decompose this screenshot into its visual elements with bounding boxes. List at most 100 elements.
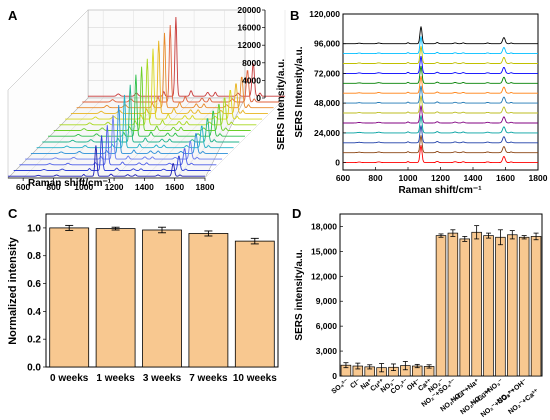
spectrum-line bbox=[343, 36, 538, 55]
panel-b-x-label: Raman shift/cm⁻¹ bbox=[398, 185, 482, 196]
y-tick-label: 120,000 bbox=[309, 9, 340, 19]
y-tick-label: 8000 bbox=[242, 58, 261, 68]
spectrum-line bbox=[343, 105, 538, 124]
y-tick-label: 6,000 bbox=[316, 321, 338, 331]
bar bbox=[435, 235, 447, 377]
y-tick-label: 1.0 bbox=[27, 223, 41, 234]
spectrum-line bbox=[13, 135, 211, 171]
x-tick-label: 1000 bbox=[74, 182, 93, 192]
y-tick-label: 0 bbox=[256, 93, 261, 103]
panel-c-y-label: Normalized intensity bbox=[7, 236, 19, 344]
panel-a-y-label: SERS Intensity/a.u. bbox=[276, 59, 287, 150]
spectrum-line bbox=[343, 95, 538, 114]
x-tick-label: 1600 bbox=[496, 173, 515, 183]
x-tick-label: 1200 bbox=[431, 173, 450, 183]
y-tick-label: 9,000 bbox=[316, 296, 338, 306]
y-tick-label: 0.6 bbox=[27, 279, 41, 290]
spectrum-line bbox=[343, 115, 538, 134]
x-tick-label: 0 weeks bbox=[50, 373, 89, 384]
x-tick-label: 1000 bbox=[399, 173, 418, 183]
y-tick-label: 72,000 bbox=[314, 68, 340, 78]
spectrum-line bbox=[30, 104, 228, 154]
spectrum-line bbox=[42, 84, 240, 143]
panel-d-y-ticks: 0 3,000 6,000 9,000 12,000 15,000 18,000 bbox=[311, 221, 343, 381]
x-tick-label: 1400 bbox=[464, 173, 483, 183]
panel-letter-a: A bbox=[8, 8, 18, 23]
y-tick-label: 0.0 bbox=[27, 363, 41, 374]
x-tick-label: 1600 bbox=[165, 182, 184, 192]
spectrum-line bbox=[48, 74, 245, 137]
panel-a-x-ticks: 600 800 1000 1200 1400 1600 1800 bbox=[16, 178, 215, 192]
panel-a-chart: 0 4000 8000 12000 16000 20000 600 800 1000 1200 1… bbox=[7, 5, 287, 192]
y-tick-label: 0 bbox=[335, 158, 340, 168]
panel-b-x-ticks: 600 800 1000 1200 1400 1600 1800 bbox=[336, 167, 548, 183]
spectrum-line bbox=[343, 65, 538, 84]
panel-letter-d: D bbox=[292, 206, 301, 221]
spectrum-line bbox=[19, 125, 217, 166]
spectrum-line bbox=[343, 135, 538, 154]
floor-grid bbox=[204, 97, 286, 179]
panel-letter-b: B bbox=[290, 8, 299, 23]
y-tick-label: 96,000 bbox=[314, 39, 340, 49]
spectrum-line bbox=[343, 26, 538, 45]
y-tick-label: 18,000 bbox=[311, 221, 337, 231]
bar bbox=[447, 232, 459, 377]
spectrum-line bbox=[53, 66, 251, 131]
panel-c-y-ticks: 0.0 0.2 0.4 0.6 0.8 1.0 bbox=[27, 223, 46, 374]
spectrum-line bbox=[8, 145, 205, 177]
spectrum-line bbox=[343, 125, 538, 144]
x-tick-label: 1800 bbox=[196, 182, 215, 192]
x-tick-label: 1 weeks bbox=[96, 373, 135, 384]
spectrum-line bbox=[88, 16, 285, 97]
bar bbox=[507, 234, 518, 377]
panel-a-axes bbox=[8, 10, 266, 179]
panel-a-x-label: Raman shift/cm⁻¹ bbox=[28, 178, 112, 189]
x-tick-label: 800 bbox=[46, 182, 60, 192]
spectrum-line bbox=[36, 94, 234, 149]
x-tick-label: 1400 bbox=[135, 182, 154, 192]
panel-c-bars bbox=[49, 224, 275, 368]
panel-b-chart: 0 24,000 48,000 72,000 96,000 120,000 600 800 1… bbox=[294, 9, 548, 196]
bar bbox=[530, 236, 542, 377]
y-tick-label: 24,000 bbox=[314, 128, 340, 138]
x-tick-label: 800 bbox=[368, 173, 382, 183]
bar bbox=[495, 236, 506, 377]
panel-d-y-label: SERS intensity/a.u. bbox=[294, 249, 305, 340]
panel-d-chart: 0 3,000 6,000 9,000 12,000 15,000 18,000 SO₄²⁻… bbox=[294, 213, 543, 419]
panel-letter-c: C bbox=[8, 206, 18, 221]
spectrum-line bbox=[343, 46, 538, 64]
y-tick-label: 3,000 bbox=[316, 346, 338, 356]
spectrum-line bbox=[343, 75, 538, 94]
x-tick-label: 7 weeks bbox=[189, 373, 228, 384]
y-tick-label: 48,000 bbox=[314, 98, 340, 108]
panel-b-y-ticks: 0 24,000 48,000 72,000 96,000 120,000 bbox=[309, 9, 346, 168]
panel-b-frame bbox=[342, 13, 539, 171]
spectrum-line bbox=[343, 85, 538, 104]
spectrum-line bbox=[59, 58, 257, 126]
spectrum-line bbox=[25, 115, 223, 160]
panel-b-spectra bbox=[343, 26, 538, 164]
y-tick-label: 0.8 bbox=[27, 251, 41, 262]
panel-a-spectra bbox=[8, 16, 285, 177]
x-tick-label: 10 weeks bbox=[233, 373, 277, 384]
y-tick-label: 0.4 bbox=[27, 307, 41, 318]
panel-a-y-ticks: 0 4000 8000 12000 16000 20000 bbox=[237, 5, 265, 103]
x-tick-label: 600 bbox=[336, 173, 350, 183]
bar bbox=[234, 240, 275, 368]
bar bbox=[95, 228, 136, 368]
spectrum-line bbox=[65, 48, 263, 120]
back-wall bbox=[87, 9, 246, 99]
y-tick-label: 15,000 bbox=[311, 246, 337, 256]
x-tick-label: 600 bbox=[16, 182, 30, 192]
y-tick-label: 0.2 bbox=[27, 335, 41, 346]
spectrum-line bbox=[343, 145, 538, 164]
y-tick-label: 12,000 bbox=[311, 271, 337, 281]
bar bbox=[459, 238, 470, 377]
x-tick-label: 3 weeks bbox=[143, 373, 182, 384]
bar bbox=[471, 231, 482, 377]
bar bbox=[518, 236, 530, 377]
panel-b-y-label: SERS Intensity/a.u. bbox=[294, 46, 305, 137]
x-tick-label: 1200 bbox=[105, 182, 124, 192]
panel-d-x-ticks: SO₄²⁻ Cl⁻Na⁺Cu²⁺NO₃⁻CO₃²⁻OH⁻Ca²⁺NO₂⁻NO₂⁻+… bbox=[331, 378, 541, 419]
